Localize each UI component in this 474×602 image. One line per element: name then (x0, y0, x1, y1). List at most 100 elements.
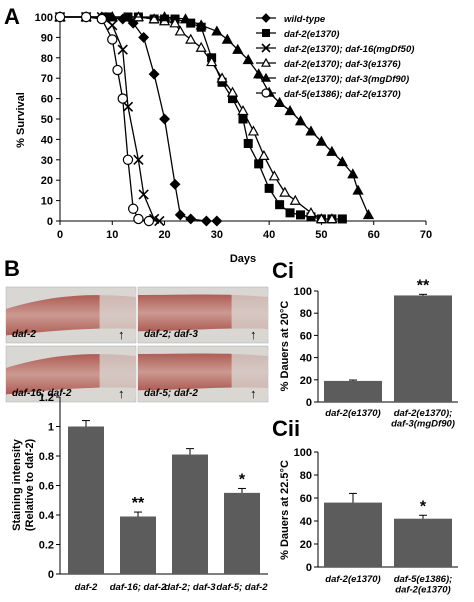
data-point (138, 31, 150, 43)
series-daf-2-e1370-daf-16-mgdf50 (54, 11, 165, 227)
data-point (275, 200, 285, 210)
significance-marker: ** (132, 495, 145, 512)
category-label-line: daf-5(e1386); (394, 574, 453, 585)
bar (172, 454, 208, 574)
bar (394, 518, 452, 567)
dauer-20c-bar-chart: 0 20 40 60 80 100 daf-2(e1370) ** daf-2(e1370); d… (279, 277, 458, 430)
data-point (158, 11, 171, 22)
data-point (169, 178, 181, 190)
panel-label-cii: Cii (272, 416, 300, 441)
x-tick-label: 70 (420, 229, 432, 241)
y-tick-label: 0 (306, 397, 312, 409)
series-line (60, 16, 160, 222)
legend-marker (262, 29, 271, 38)
legend-entry: daf-2(e1370); daf-3(mgDf90) (256, 72, 409, 85)
y-axis-title-line: % Dauers at 22.5°C (279, 460, 291, 560)
legend: wild-type daf-2(e1370) daf-2(e1370); daf-1… (256, 13, 414, 100)
x-tick-label: 50 (315, 229, 327, 241)
y-tick-label: 20 (41, 175, 53, 187)
data-point (211, 25, 223, 36)
category-label: daf-16; daf-2 (110, 582, 167, 593)
arrow-marker: ↑ (250, 386, 257, 401)
legend-entry: daf-2(e1370); daf-16(mgDf50) (256, 43, 414, 55)
data-point (148, 68, 160, 80)
arrow-marker: ↑ (118, 386, 125, 401)
data-point (80, 11, 92, 23)
y-tick-label: 60 (300, 330, 312, 342)
significance-marker: * (239, 471, 246, 488)
data-point (106, 11, 118, 22)
legend-label: daf-2(e1370); daf-3(e1376) (284, 59, 401, 70)
data-point (315, 213, 328, 224)
category-label: daf-2(e1370) (325, 574, 380, 585)
micrograph-label: daf-2; daf-3 (144, 329, 198, 340)
micrograph-panel: daf-2; daf-3 ↑ (137, 286, 269, 344)
data-point (117, 44, 128, 55)
legend-label: daf-2(e1370); daf-16(mgDf50) (284, 44, 414, 55)
y-axis-title-line: % Dauers at 20°C (279, 301, 291, 392)
y-tick-label: 100 (294, 447, 312, 459)
data-point (138, 189, 149, 200)
significance-marker: * (420, 498, 427, 515)
data-point (127, 203, 139, 214)
data-point (159, 113, 171, 125)
data-point (315, 135, 328, 146)
data-point (107, 19, 118, 31)
tail-region (99, 291, 136, 339)
category-label-line: daf-2(e1370) (395, 585, 450, 596)
micrograph-label: daf-5; daf-2 (144, 388, 198, 399)
y-axis-title-line: Staining intensity (11, 438, 23, 531)
bar-group (172, 448, 208, 574)
y-axis-title: % Survival (15, 92, 27, 148)
legend-entry: wild-type (256, 13, 326, 25)
bar (324, 502, 382, 567)
legend-entry: daf-2(e1370) (256, 29, 339, 40)
tail-region (231, 350, 268, 398)
legend-label: wild-type (284, 14, 326, 25)
data-point (254, 159, 264, 169)
y-tick-label: 70 (41, 73, 53, 85)
survival-chart: 0 10 20 30 40 50 60 70 80 90 100 0 10 20 30 40 50 60 70 Day… (15, 11, 432, 265)
data-point (232, 43, 244, 54)
legend-label: daf-2(e1370); daf-3(mgDf90) (284, 74, 409, 85)
bar (68, 426, 104, 574)
legend-entry: daf-5(e1386); daf-2(e1370) (256, 88, 401, 100)
y-tick-label: 100 (294, 286, 312, 298)
panel-label-ci: Ci (272, 258, 294, 283)
data-point (117, 93, 128, 104)
series-line (60, 16, 150, 222)
data-point (112, 64, 123, 76)
bar-group (324, 492, 382, 567)
y-axis-title: Staining intensity(Relative to daf-2) (11, 438, 36, 531)
legend-marker (261, 13, 271, 23)
y-tick-label: 0.4 (39, 510, 55, 522)
data-point (200, 215, 212, 227)
data-point (243, 138, 253, 148)
micrograph-panel: daf-5; daf-2 ↑ (137, 345, 269, 403)
y-tick-label: 80 (41, 53, 53, 65)
category-label: daf-2; daf-3 (164, 582, 216, 593)
y-tick-label: 50 (41, 114, 53, 126)
category-label: daf-2(e1370) (325, 408, 380, 419)
y-tick-label: 0 (48, 569, 54, 581)
data-point (169, 17, 181, 28)
bar (324, 380, 382, 402)
tail-region (99, 350, 136, 398)
data-point (185, 33, 197, 44)
y-tick-label: 60 (41, 94, 53, 106)
bar (394, 295, 452, 402)
bar-group: * (224, 471, 260, 574)
y-tick-label: 80 (300, 470, 312, 482)
arrow-marker: ↑ (250, 327, 257, 342)
data-point (154, 215, 165, 227)
bar (224, 492, 260, 574)
data-point (294, 115, 307, 126)
data-point (273, 96, 286, 107)
data-point (107, 34, 118, 45)
data-point (54, 11, 66, 23)
bar (120, 516, 156, 574)
y-axis-title-line: (Relative to daf-2) (24, 439, 36, 532)
data-point (179, 13, 192, 24)
y-tick-label: 80 (300, 308, 312, 320)
